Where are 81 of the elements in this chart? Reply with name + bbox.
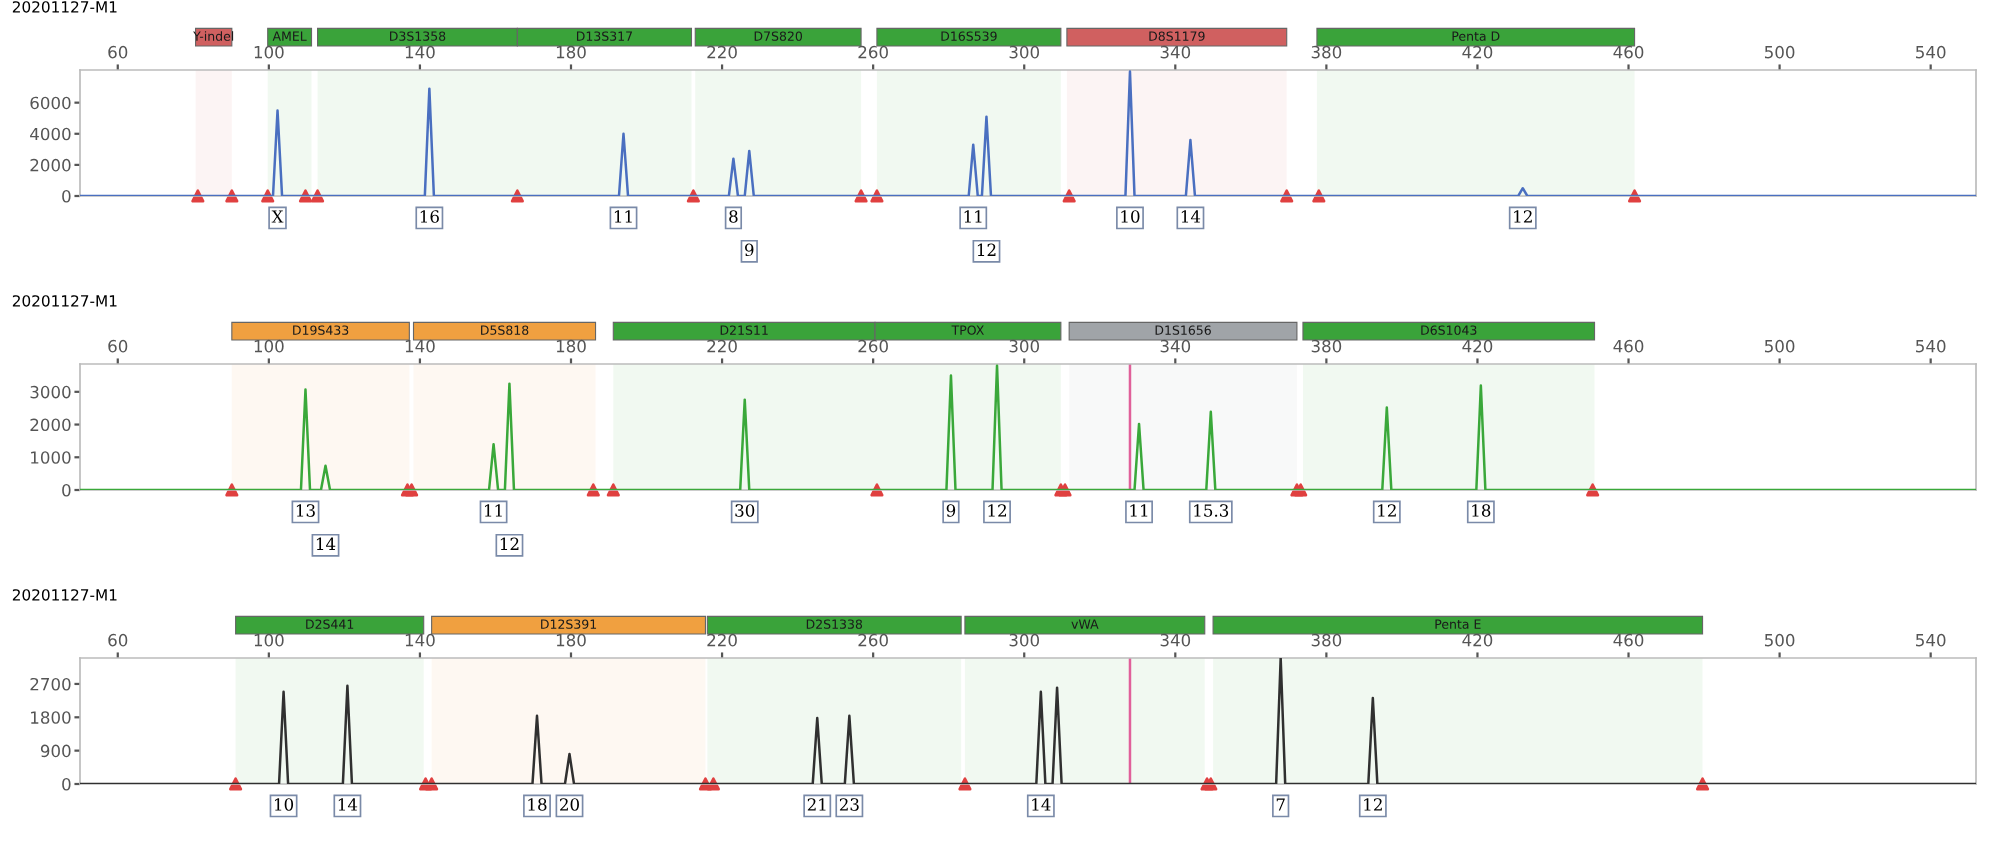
annotation: 11 [485,504,502,517]
x-tick-label: 220 [707,339,737,353]
x-tick-label: 540 [1916,45,1946,59]
x-tick-label: 60 [108,339,128,353]
x-tick-label: 420 [1462,633,1493,647]
x-tick-label: 340 [1160,633,1191,647]
annotation: 14 [338,798,358,811]
y-tick-label: 1800 [31,711,71,724]
x-tick-label: 180 [556,339,586,353]
y-tick-label: 6000 [30,96,71,110]
annotation: 16 [420,210,439,223]
x-tick-label: 300 [1009,633,1040,647]
x-tick-label: 220 [707,633,737,647]
x-tick-label: 180 [556,633,586,647]
x-tick-label: 100 [254,45,284,59]
x-tick-label: 300 [1009,45,1040,59]
annotation: 14 [316,537,336,550]
annotation: 23 [839,798,859,811]
annotation: 10 [275,798,294,811]
annotation: X [271,210,284,223]
x-tick-label: 140 [405,633,435,647]
x-tick-label: 540 [1916,339,1946,353]
y-tick-label: 0 [62,777,71,791]
x-tick-label: 60 [108,45,128,59]
x-tick-label: 340 [1160,339,1191,353]
x-tick-label: 260 [858,633,888,647]
annotation: 20 [560,798,579,811]
annotation: 11 [964,210,982,223]
y-tick-label: 2000 [30,158,71,172]
x-tick-label: 100 [254,339,284,353]
y-tick-label: 1000 [31,451,71,464]
x-tick-label: 500 [1764,633,1795,647]
x-tick-label: 460 [1613,45,1644,59]
x-tick-label: 460 [1613,339,1644,353]
x-tick-label: 60 [108,633,128,647]
annotation: 12 [500,537,519,550]
annotation: 12 [1364,798,1382,811]
annotation: 12 [988,504,1006,517]
y-tick-label: 900 [40,744,71,758]
annotation: 12 [1378,504,1396,517]
annotation: 13 [296,504,315,517]
x-tick-label: 420 [1462,339,1493,353]
x-tick-label: 420 [1462,45,1493,59]
y-tick-label: 3000 [30,385,71,399]
x-tick-label: 260 [858,339,888,353]
x-tick-label: 220 [707,45,737,59]
annotation: 30 [735,504,755,517]
annotation: 10 [1121,210,1140,223]
x-tick-label: 100 [254,633,284,647]
annotation: 14 [1032,798,1051,811]
annotation: 18 [528,798,547,811]
y-tick-label: 2000 [30,418,71,432]
x-tick-label: 140 [405,339,435,353]
y-tick-label: 4000 [30,127,71,141]
annotation: 9 [946,504,956,517]
x-tick-label: 340 [1160,45,1191,59]
annotation: 7 [1276,798,1285,811]
annotation: 11 [1130,504,1148,517]
annotation: 14 [1181,210,1201,223]
x-tick-label: 540 [1916,633,1946,647]
x-tick-label: 260 [858,45,888,59]
x-tick-label: 380 [1311,633,1342,647]
annotation: 8 [729,210,738,223]
annotation: 12 [1514,210,1532,223]
x-tick-label: 380 [1311,45,1342,59]
x-tick-label: 380 [1311,339,1342,353]
y-tick-label: 0 [62,483,71,497]
x-tick-label: 180 [556,45,586,59]
x-tick-label: 140 [405,45,435,59]
x-tick-label: 500 [1764,339,1795,353]
x-tick-label: 300 [1009,339,1040,353]
x-tick-label: 460 [1613,633,1644,647]
annotation: 11 [614,210,632,223]
annotation: 12 [977,243,996,256]
annotation: 9 [745,243,754,257]
annotation: 18 [1472,504,1491,517]
y-tick-label: 2700 [30,677,71,691]
x-tick-label: 500 [1764,45,1795,59]
annotation: 15.3 [1194,504,1229,517]
annotation: 21 [807,798,826,811]
y-tick-label: 0 [62,189,71,203]
